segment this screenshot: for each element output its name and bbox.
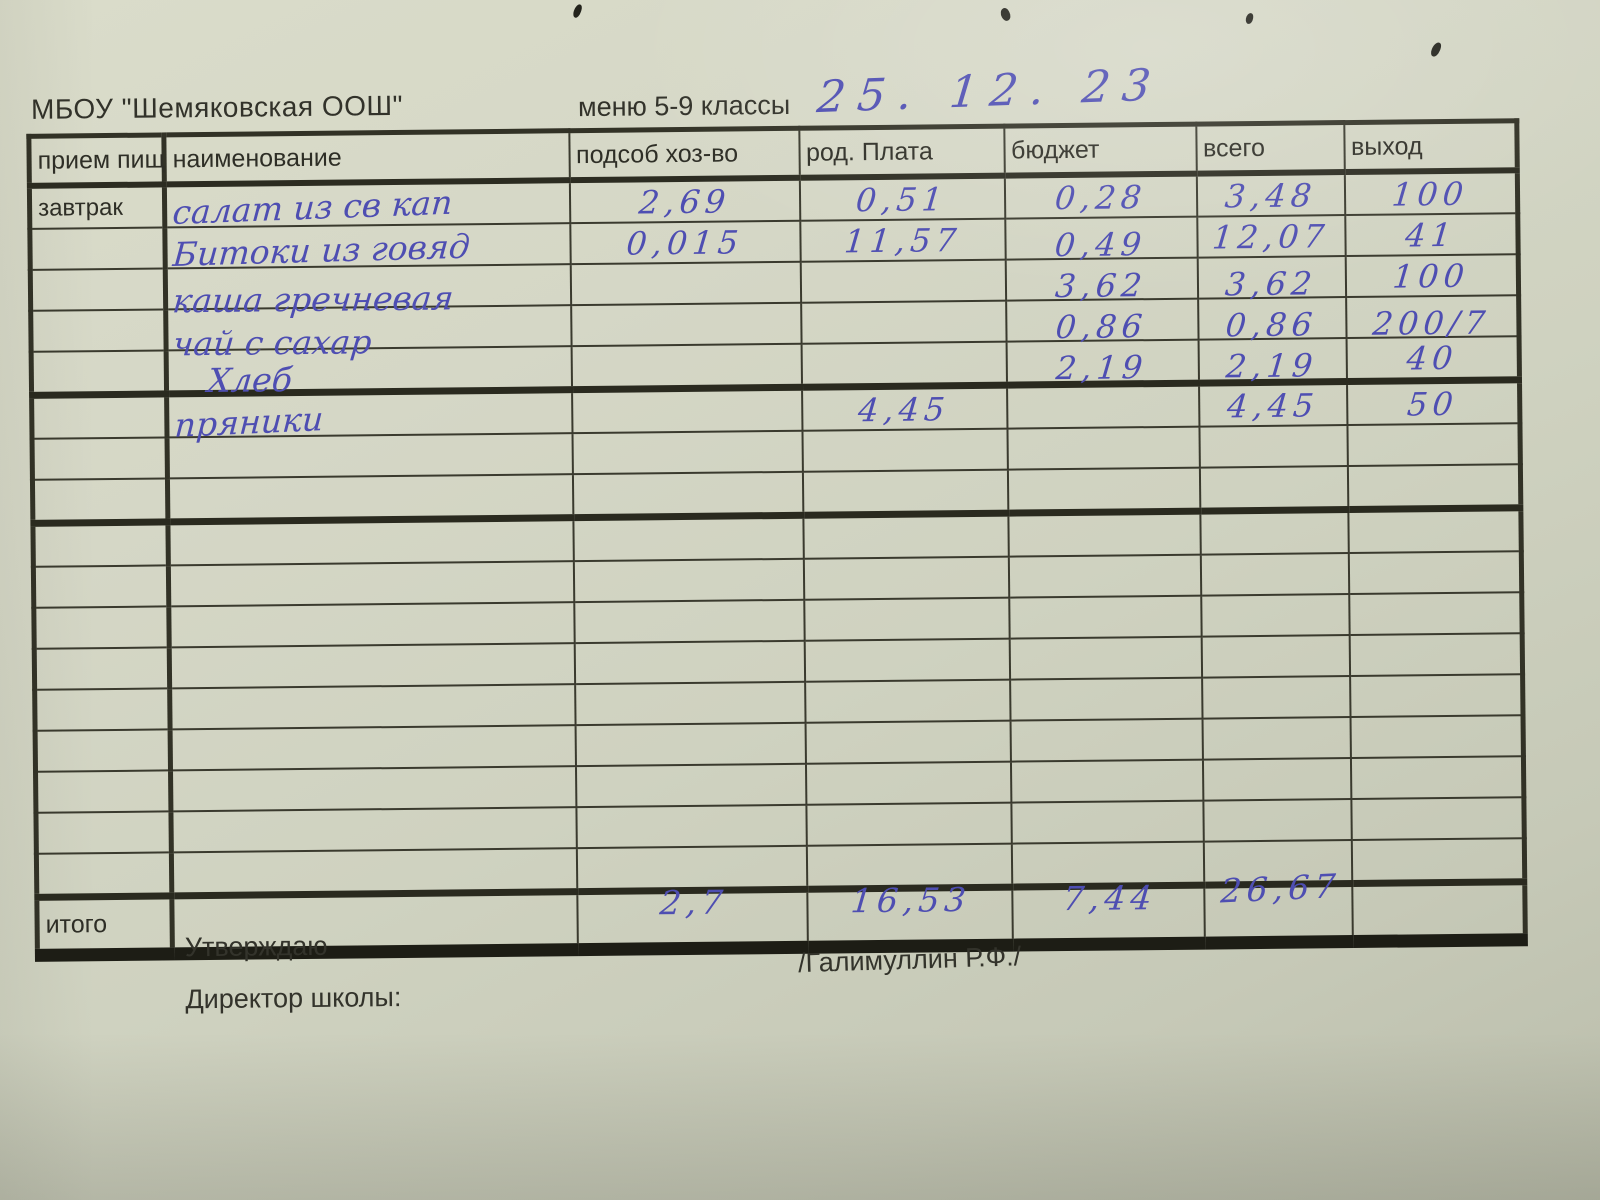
vyhod-value: 40	[1404, 338, 1460, 377]
vyhod-value: 100	[1390, 174, 1471, 214]
col-header-vsego: всего	[1195, 122, 1345, 174]
rodplata-value: 4,45	[856, 389, 952, 429]
col-header-vyhod: выход	[1343, 120, 1518, 173]
dish-name: чай с сахар	[171, 322, 374, 364]
budget-value: 0,28	[1053, 177, 1148, 217]
vsego-value: 2,19	[1224, 345, 1320, 385]
totals-budget: 7,44	[1060, 877, 1159, 918]
col-header-rodplata: род. Плата	[798, 126, 1005, 178]
budget-value: 0,49	[1052, 224, 1148, 264]
dish-name: Хлеб	[206, 360, 294, 401]
col-header-name: наименование	[163, 130, 570, 185]
vsego-value: 12,07	[1210, 216, 1332, 256]
totals-podsob: 2,7	[658, 882, 730, 922]
vyhod-value: 41	[1403, 215, 1458, 254]
menu-title: меню 5-9 классы	[577, 89, 791, 123]
rodplata-value: 11,57	[842, 220, 963, 260]
budget-value: 2,19	[1054, 347, 1150, 387]
vsego-value: 3,62	[1223, 263, 1319, 303]
director-label: Директор школы:	[185, 981, 402, 1015]
dish-name: пряники	[173, 399, 325, 445]
col-header-podsob: подсоб хоз-во	[568, 128, 800, 181]
podsob-value: 2,69	[637, 181, 732, 221]
totals-rodplata: 16,53	[849, 879, 973, 920]
handwritten-date: 25. 12. 23	[814, 59, 1166, 124]
rodplata-value: 0,51	[854, 179, 950, 219]
totals-vsego: 26,67	[1219, 865, 1342, 910]
vyhod-value: 100	[1391, 256, 1471, 296]
school-name: МБОУ "Шемяковская ООШ"	[30, 89, 404, 125]
budget-value: 3,62	[1053, 265, 1149, 305]
vsego-value: 3,48	[1223, 175, 1318, 215]
podsob-value: 0,015	[624, 222, 746, 263]
director-signature: /Галимуллин Р.Ф./	[797, 941, 1022, 979]
vyhod-value: 200/7	[1370, 303, 1492, 343]
totals-label: итого	[45, 909, 108, 939]
meal-label: завтрак	[37, 193, 124, 222]
col-header-budget: бюджет	[1003, 124, 1197, 176]
menu-table: прием пищ наименование подсоб хоз-во род…	[26, 118, 1528, 962]
vsego-value: 0,86	[1223, 304, 1319, 344]
vyhod-value: 50	[1405, 384, 1460, 423]
vsego-value: 4,45	[1225, 385, 1321, 425]
col-header-meal: прием пищ	[28, 134, 165, 186]
dish-name: каша гречневая	[170, 278, 456, 321]
budget-value: 0,86	[1053, 306, 1149, 346]
approval-text: Утверждаю	[184, 930, 328, 963]
